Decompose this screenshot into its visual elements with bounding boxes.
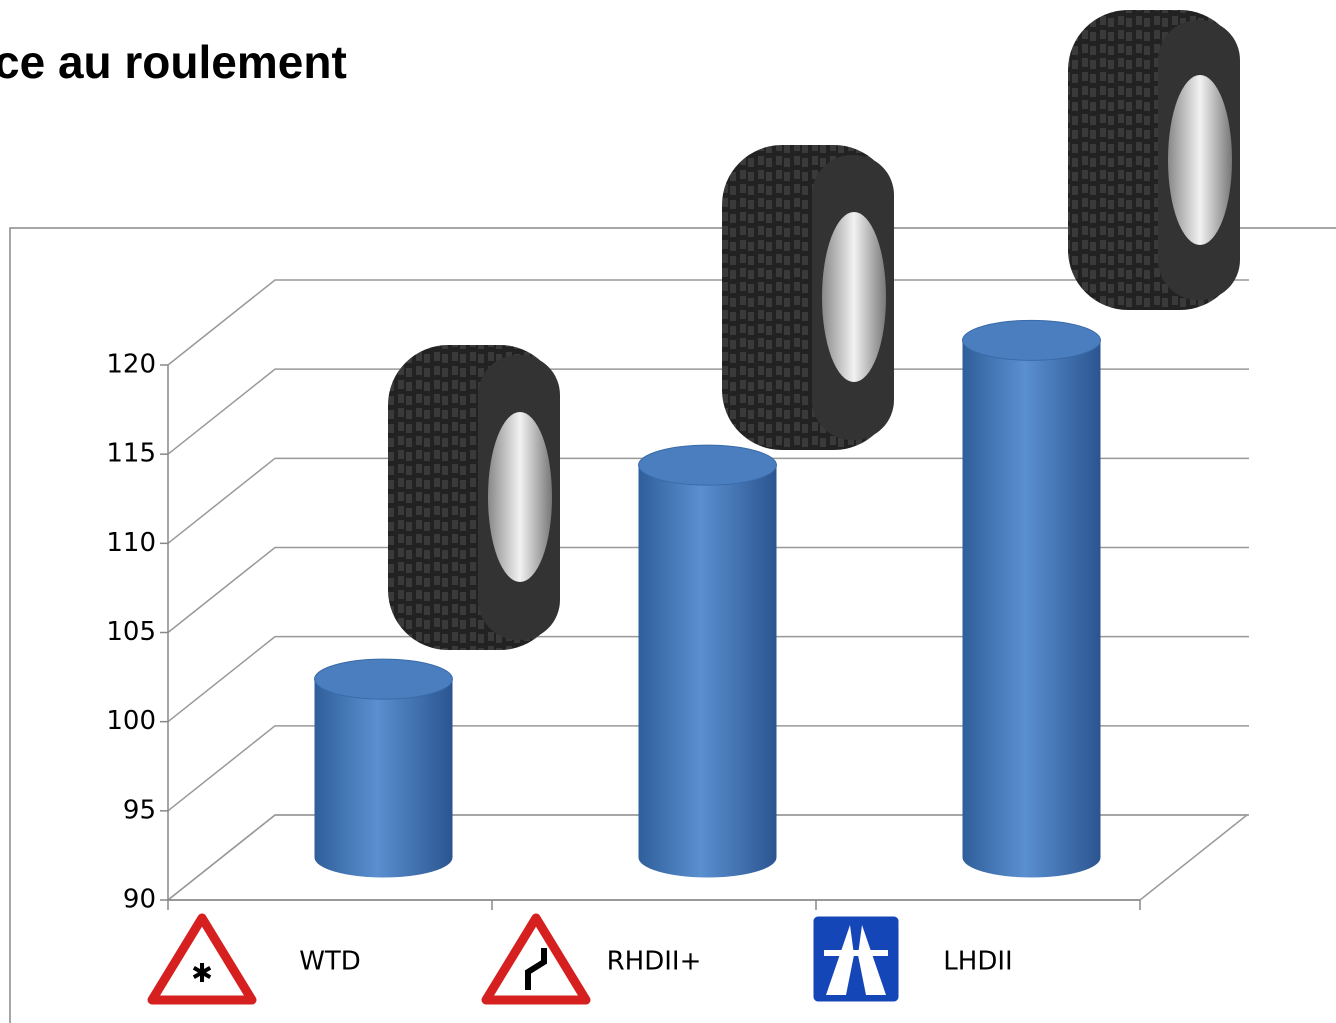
grid-line bbox=[167, 725, 1249, 812]
y-tick-label: 100 bbox=[106, 706, 156, 736]
x-tick-label: WTD bbox=[299, 947, 361, 977]
y-tick-label: 110 bbox=[106, 528, 156, 558]
y-tick-label: 105 bbox=[106, 617, 156, 647]
bar-top bbox=[314, 658, 453, 700]
chart-title: ce au roulement bbox=[0, 36, 347, 88]
y-tick-label: 90 bbox=[123, 885, 156, 915]
bar bbox=[962, 319, 1101, 878]
bar bbox=[638, 444, 777, 878]
tire bbox=[388, 345, 560, 650]
bar-body bbox=[638, 465, 777, 858]
grid-line bbox=[167, 814, 1249, 901]
tire bbox=[722, 145, 894, 450]
grid-line bbox=[167, 546, 1249, 634]
grid-line bbox=[167, 635, 1249, 723]
plot-frame bbox=[9, 227, 1336, 1023]
bar-body bbox=[962, 340, 1101, 858]
sign-snow: ✱ bbox=[147, 913, 257, 1005]
bar-top bbox=[962, 319, 1101, 361]
bar bbox=[314, 658, 453, 878]
bar-body bbox=[314, 679, 453, 858]
grid-line bbox=[167, 279, 1249, 366]
tire bbox=[1068, 10, 1240, 310]
x-tick-label: LHDII bbox=[943, 947, 1012, 977]
sign-curves bbox=[481, 913, 591, 1005]
y-tick-label: 95 bbox=[123, 795, 156, 825]
grid-line bbox=[167, 368, 1249, 455]
grid-line bbox=[167, 457, 1249, 544]
y-tick-label: 120 bbox=[106, 350, 156, 380]
y-tick-label: 115 bbox=[106, 439, 156, 469]
x-tick-label: RHDII+ bbox=[607, 947, 702, 977]
svg-text:✱: ✱ bbox=[191, 958, 213, 988]
sign-motorway bbox=[810, 913, 902, 1005]
bar-top bbox=[638, 444, 777, 486]
